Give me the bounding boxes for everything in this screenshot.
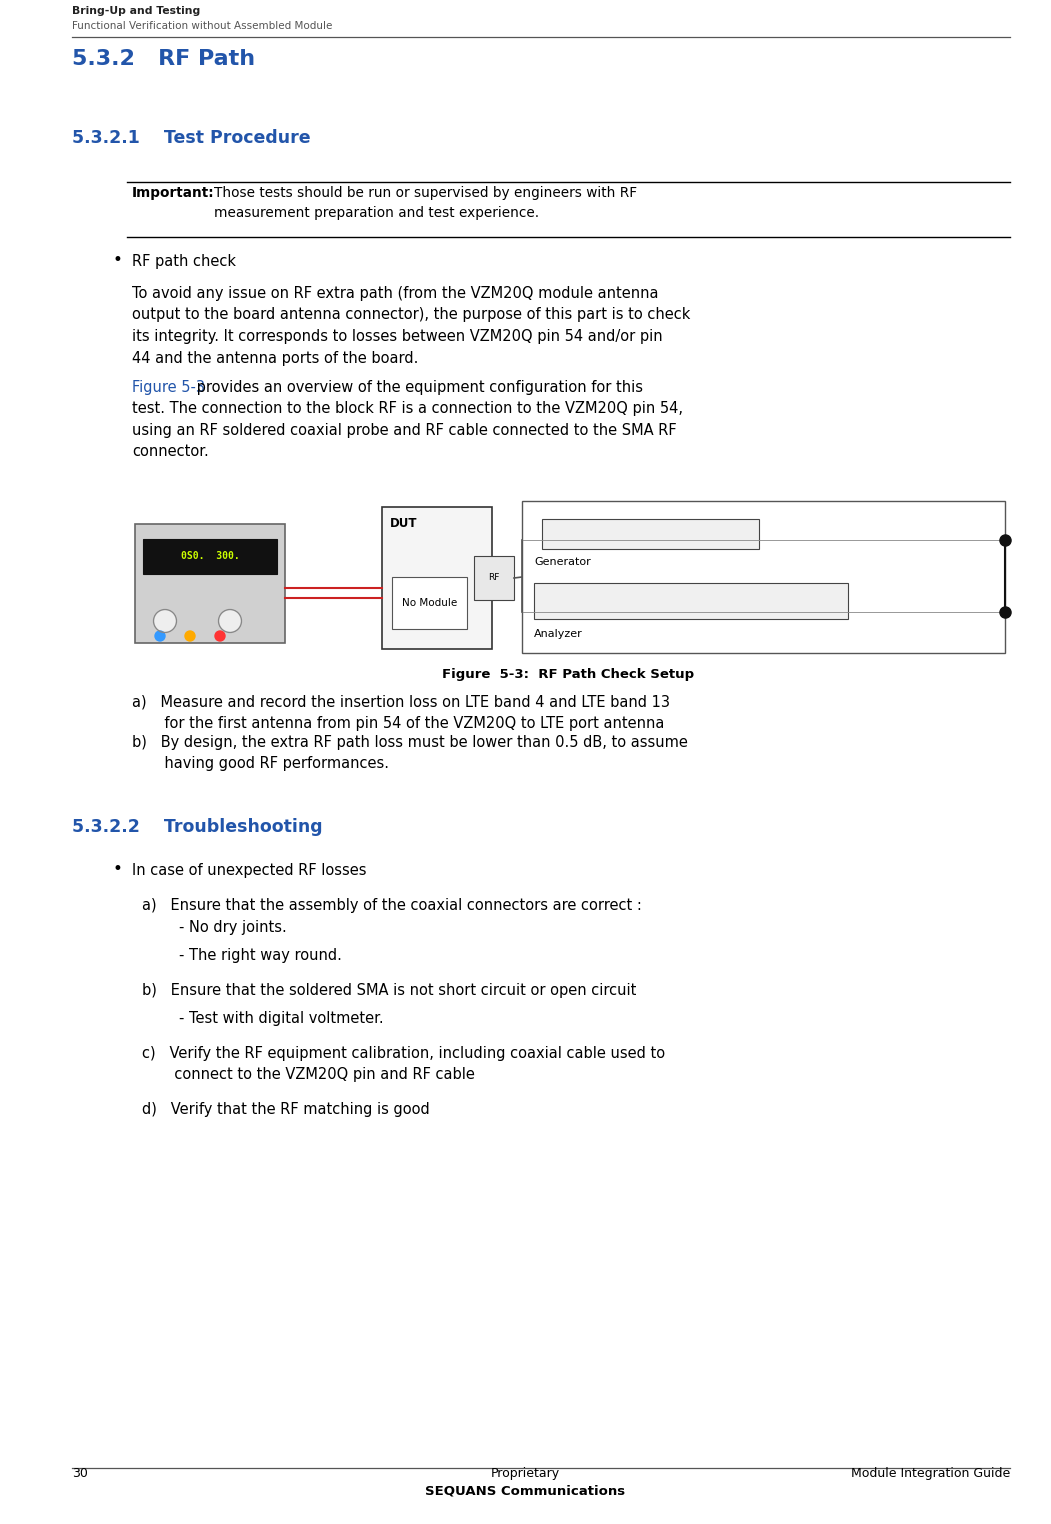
Circle shape (154, 631, 165, 642)
Text: measurement preparation and test experience.: measurement preparation and test experie… (214, 206, 539, 219)
Text: test. The connection to the block RF is a connection to the VZM20Q pin 54,: test. The connection to the block RF is … (132, 401, 683, 416)
Bar (474, 556, 514, 600)
Text: b)   By design, the extra RF path loss must be lower than 0.5 dB, to assume: b) By design, the extra RF path loss mus… (132, 735, 687, 750)
Text: Generator: Generator (534, 556, 591, 567)
Circle shape (185, 631, 195, 642)
Text: Functional Verification without Assembled Module: Functional Verification without Assemble… (73, 21, 332, 30)
Text: •: • (112, 860, 122, 878)
Text: - No dry joints.: - No dry joints. (142, 920, 287, 934)
Text: RF: RF (489, 573, 499, 582)
Bar (382, 507, 492, 649)
Text: To avoid any issue on RF extra path (from the VZM20Q module antenna: To avoid any issue on RF extra path (fro… (132, 287, 659, 302)
Text: connector.: connector. (132, 445, 209, 460)
Text: No Module: No Module (401, 597, 457, 608)
Bar (542, 520, 760, 549)
Text: Figure 5-3: Figure 5-3 (132, 379, 205, 395)
Text: using an RF soldered coaxial probe and RF cable connected to the SMA RF: using an RF soldered coaxial probe and R… (132, 424, 677, 437)
Text: Those tests should be run or supervised by engineers with RF: Those tests should be run or supervised … (214, 186, 637, 200)
Text: - The right way round.: - The right way round. (142, 948, 342, 963)
Bar (392, 578, 467, 629)
Text: a)   Measure and record the insertion loss on LTE band 4 and LTE band 13: a) Measure and record the insertion loss… (132, 695, 669, 710)
Text: having good RF performances.: having good RF performances. (132, 756, 389, 771)
Text: Bring-Up and Testing: Bring-Up and Testing (73, 6, 201, 15)
Text: for the first antenna from pin 54 of the VZM20Q to LTE port antenna: for the first antenna from pin 54 of the… (132, 716, 664, 732)
Text: Important:: Important: (132, 186, 214, 200)
Text: RF path check: RF path check (132, 255, 236, 270)
Text: In case of unexpected RF losses: In case of unexpected RF losses (132, 863, 367, 878)
Text: b)   Ensure that the soldered SMA is not short circuit or open circuit: b) Ensure that the soldered SMA is not s… (142, 983, 636, 998)
Text: provides an overview of the equipment configuration for this: provides an overview of the equipment co… (191, 379, 642, 395)
Bar (522, 501, 1005, 652)
Text: 44 and the antenna ports of the board.: 44 and the antenna ports of the board. (132, 351, 418, 366)
Text: 0S0.  300.: 0S0. 300. (181, 552, 240, 561)
Bar (534, 584, 848, 619)
Text: - Test with digital voltmeter.: - Test with digital voltmeter. (142, 1010, 384, 1026)
Text: •: • (112, 251, 122, 270)
Circle shape (219, 610, 242, 632)
Text: 30: 30 (73, 1468, 88, 1480)
Text: Module Integration Guide: Module Integration Guide (850, 1468, 1010, 1480)
Text: 5.3.2.1    Test Procedure: 5.3.2.1 Test Procedure (73, 130, 311, 146)
Text: 5.3.2.2    Troubleshooting: 5.3.2.2 Troubleshooting (73, 818, 323, 837)
Bar (135, 524, 285, 643)
Text: connect to the VZM20Q pin and RF cable: connect to the VZM20Q pin and RF cable (142, 1067, 475, 1082)
Bar (143, 539, 277, 575)
Text: Analyzer: Analyzer (534, 629, 582, 639)
Text: c)   Verify the RF equipment calibration, including coaxial cable used to: c) Verify the RF equipment calibration, … (142, 1045, 665, 1061)
Text: 5.3.2   RF Path: 5.3.2 RF Path (73, 49, 255, 69)
Text: Figure  5-3:  RF Path Check Setup: Figure 5-3: RF Path Check Setup (442, 668, 695, 681)
Text: its integrity. It corresponds to losses between VZM20Q pin 54 and/or pin: its integrity. It corresponds to losses … (132, 329, 662, 344)
Text: output to the board antenna connector), the purpose of this part is to check: output to the board antenna connector), … (132, 308, 691, 323)
Text: DUT: DUT (390, 517, 417, 530)
Text: Proprietary: Proprietary (491, 1468, 560, 1480)
Circle shape (153, 610, 177, 632)
Circle shape (215, 631, 225, 642)
Text: a)   Ensure that the assembly of the coaxial connectors are correct :: a) Ensure that the assembly of the coaxi… (142, 898, 642, 913)
Text: SEQUANS Communications: SEQUANS Communications (426, 1484, 625, 1498)
Text: d)   Verify that the RF matching is good: d) Verify that the RF matching is good (142, 1102, 430, 1117)
